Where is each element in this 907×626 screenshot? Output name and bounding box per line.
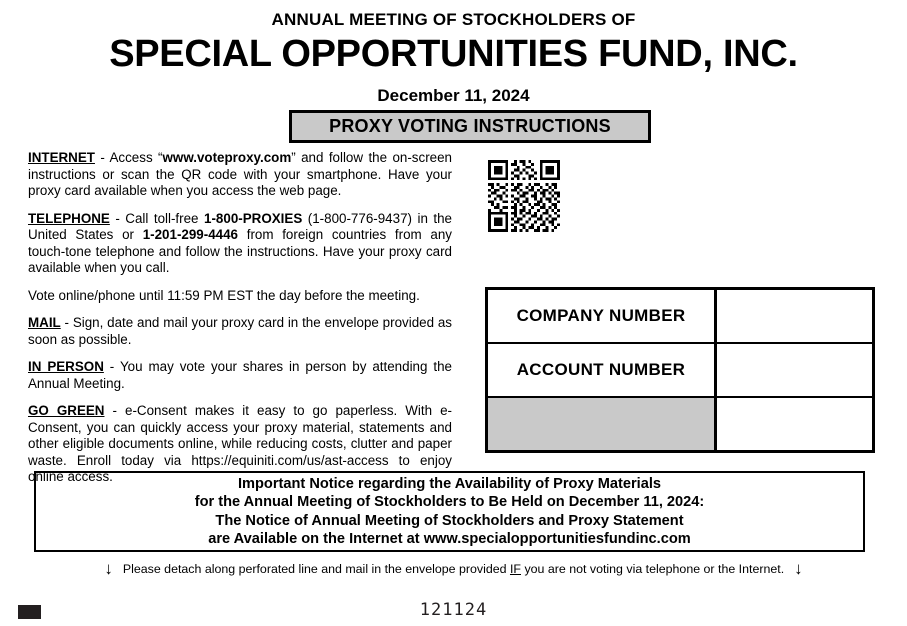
instruction-telephone-body-post: from foreign countries from any touch-to… bbox=[28, 227, 452, 275]
instruction-telephone-body-pre: Call toll-free bbox=[125, 210, 205, 226]
arrow-down-left-icon: ↓ bbox=[104, 559, 113, 578]
instruction-telephone-international: 1-201-299-4446 bbox=[142, 227, 239, 242]
detach-text-if: IF bbox=[509, 562, 521, 576]
meeting-subtitle: ANNUAL MEETING OF STOCKHOLDERS OF bbox=[271, 10, 636, 29]
instruction-telephone: TELEPHONE - Call toll-free 1-800-PROXIES… bbox=[28, 211, 452, 277]
instruction-in-person-body: You may vote your shares in person by at… bbox=[28, 359, 452, 391]
instruction-mail-lead: MAIL bbox=[28, 315, 61, 330]
table-row: ACCOUNT NUMBER bbox=[488, 344, 872, 398]
perforation-row: ↓ Please detach along perforated line an… bbox=[0, 559, 907, 578]
account-number-field[interactable] bbox=[717, 344, 872, 396]
notice-line-1: Important Notice regarding the Availabil… bbox=[237, 475, 662, 492]
detach-instruction: Please detach along perforated line and … bbox=[123, 562, 784, 576]
company-number-label: COMPANY NUMBER bbox=[488, 290, 717, 342]
notice-line-4: are Available on the Internet at www.spe… bbox=[208, 531, 691, 547]
instruction-internet-url: www.voteproxy.com bbox=[162, 150, 292, 165]
number-table: COMPANY NUMBER ACCOUNT NUMBER bbox=[485, 287, 875, 453]
alignment-mark bbox=[18, 605, 41, 619]
detach-text-post: you are not voting via telephone or the … bbox=[521, 562, 785, 576]
notice-line-2: for the Annual Meeting of Stockholders t… bbox=[194, 494, 705, 510]
instructions-column: INTERNET - Access “www.voteproxy.com” an… bbox=[28, 150, 452, 486]
instruction-go-green-dash: - bbox=[104, 403, 126, 418]
instruction-telephone-lead: TELEPHONE bbox=[28, 210, 110, 226]
instruction-telephone-mid: (1-800-776-9437) in the United States or bbox=[28, 210, 452, 243]
qr-code-icon bbox=[488, 160, 560, 232]
instruction-mail: MAIL - Sign, date and mail your proxy ca… bbox=[28, 315, 452, 348]
instruction-internet: INTERNET - Access “www.voteproxy.com” an… bbox=[28, 150, 452, 200]
instruction-in-person-lead: IN PERSON bbox=[28, 359, 104, 374]
document-code: 121124 bbox=[419, 600, 488, 620]
instruction-in-person: IN PERSON - You may vote your shares in … bbox=[28, 359, 452, 392]
shaded-blank-field[interactable] bbox=[717, 398, 872, 450]
notice-line-3: The Notice of Annual Meeting of Stockhol… bbox=[215, 512, 684, 529]
instruction-telephone-dash: - bbox=[109, 210, 126, 226]
shaded-blank-label bbox=[488, 398, 717, 450]
instruction-go-green-lead: GO GREEN bbox=[28, 403, 105, 418]
instruction-internet-dash: - bbox=[94, 150, 110, 165]
table-row bbox=[488, 398, 872, 450]
company-title: SPECIAL OPPORTUNITIES FUND, INC. bbox=[109, 33, 798, 75]
instruction-telephone-tollfree: 1-800-PROXIES bbox=[204, 210, 303, 226]
instruction-deadline: Vote online/phone until 11:59 PM EST the… bbox=[28, 287, 420, 303]
instruction-mail-dash: - bbox=[60, 315, 73, 330]
instruction-internet-body-pre: Access “ bbox=[109, 150, 163, 165]
arrow-down-right-icon: ↓ bbox=[794, 559, 803, 578]
important-notice-box: Important Notice regarding the Availabil… bbox=[34, 471, 865, 552]
instruction-mail-body: Sign, date and mail your proxy card in t… bbox=[28, 315, 452, 347]
detach-text-pre: Please detach along perforated line and … bbox=[122, 562, 510, 576]
meeting-date: December 11, 2024 bbox=[377, 86, 530, 105]
table-row: COMPANY NUMBER bbox=[488, 290, 872, 344]
proxy-voting-instructions-banner: PROXY VOTING INSTRUCTIONS bbox=[289, 110, 651, 143]
company-number-field[interactable] bbox=[717, 290, 872, 342]
instruction-go-green-body: e-Consent makes it easy to go paperless.… bbox=[28, 403, 452, 484]
instruction-internet-lead: INTERNET bbox=[28, 150, 95, 165]
account-number-label: ACCOUNT NUMBER bbox=[488, 344, 717, 396]
instruction-in-person-dash: - bbox=[103, 359, 120, 374]
banner-label: PROXY VOTING INSTRUCTIONS bbox=[329, 116, 611, 136]
instruction-go-green: GO GREEN - e-Consent makes it easy to go… bbox=[28, 403, 452, 486]
instruction-internet-body-post: ” and follow the on-screen instructions … bbox=[28, 150, 452, 198]
